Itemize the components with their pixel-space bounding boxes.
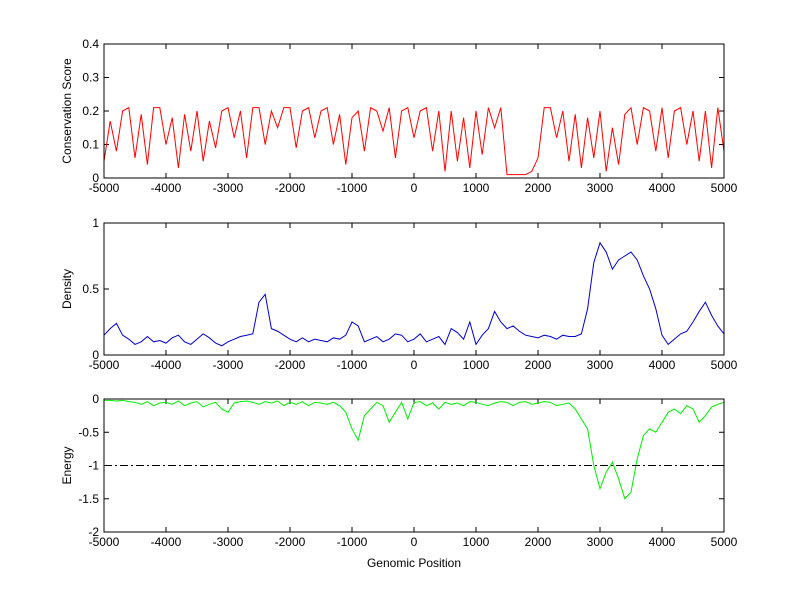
- y-tick-label: 0: [92, 348, 99, 362]
- y-tick-label: -0.5: [78, 425, 99, 439]
- y-tick-label: 0.5: [82, 282, 99, 296]
- y-tick-label: -2: [88, 525, 99, 539]
- x-tick-label: 5000: [711, 535, 738, 549]
- x-tick-label: 1000: [463, 181, 490, 195]
- x-tick-label: 4000: [649, 358, 676, 372]
- data-line: [103, 106, 725, 176]
- x-tick-label: 0: [411, 535, 418, 549]
- x-tick-label: 1000: [463, 358, 490, 372]
- plot-frame: [103, 222, 725, 356]
- x-tick-label: -4000: [151, 358, 182, 372]
- x-tick-label: -4000: [151, 535, 182, 549]
- x-tick-label: 5000: [711, 358, 738, 372]
- y-tick-label: 0: [92, 171, 99, 185]
- data-line: [103, 241, 725, 347]
- x-tick-label: 3000: [587, 181, 614, 195]
- x-tick-label: -5000: [89, 535, 120, 549]
- x-tick-label: -2000: [275, 358, 306, 372]
- x-tick-label: -4000: [151, 181, 182, 195]
- x-tick-label: 4000: [649, 535, 676, 549]
- x-tick-label: 2000: [525, 358, 552, 372]
- y-tick-label: 0.1: [82, 138, 99, 152]
- x-tick-label: -1000: [337, 535, 368, 549]
- data-line: [104, 399, 725, 500]
- y-tick-label: -1: [88, 459, 99, 473]
- x-tick-label: 2000: [525, 535, 552, 549]
- x-tick-label: 3000: [587, 358, 614, 372]
- plot-area: [104, 223, 724, 355]
- y-tick-label: 0: [92, 392, 99, 406]
- y-tick-label: -1.5: [78, 492, 99, 506]
- x-tick-label: 1000: [463, 535, 490, 549]
- y-axis-label: Energy: [60, 446, 74, 484]
- x-tick-label: 4000: [649, 181, 676, 195]
- y-axis-label: Conservation Score: [60, 58, 74, 164]
- plot-area: [104, 44, 724, 178]
- x-tick-label: 3000: [587, 535, 614, 549]
- y-tick-label: 0.3: [82, 71, 99, 85]
- y-tick-label: 1: [92, 216, 99, 230]
- y-axis-label: Density: [60, 269, 74, 309]
- x-tick-label: 2000: [525, 181, 552, 195]
- y-tick-label: 0.4: [82, 37, 99, 51]
- x-tick-label: -5000: [89, 358, 120, 372]
- x-tick-label: -3000: [213, 358, 244, 372]
- x-tick-label: 0: [411, 181, 418, 195]
- x-axis-label: Genomic Position: [367, 556, 461, 570]
- y-tick-label: 0.2: [82, 104, 99, 118]
- x-tick-label: -1000: [337, 358, 368, 372]
- plot-frame: [103, 43, 725, 179]
- x-tick-label: -3000: [213, 535, 244, 549]
- x-tick-label: 0: [411, 358, 418, 372]
- plot-frame: [103, 398, 725, 533]
- x-tick-label: -3000: [213, 181, 244, 195]
- x-tick-label: -2000: [275, 181, 306, 195]
- x-tick-label: -1000: [337, 181, 368, 195]
- x-tick-label: 5000: [711, 181, 738, 195]
- x-tick-label: -2000: [275, 535, 306, 549]
- x-tick-label: -5000: [89, 181, 120, 195]
